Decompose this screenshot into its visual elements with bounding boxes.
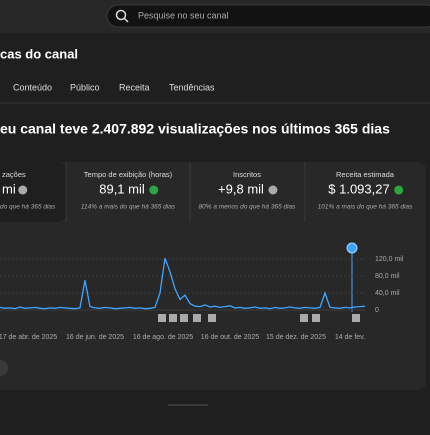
x-tick-label: 17 de abr. de 2025 [0,334,57,341]
metric-value: +9,8 mil [218,181,264,196]
metric-label: Tempo de exibição (horas) [84,170,173,179]
control[interactable] [312,314,320,322]
marker-icon[interactable] [346,242,358,254]
x-tick-label: 14 de fev. [335,334,365,341]
tab[interactable]: Receita [119,82,150,92]
tab[interactable]: Conteúdo [13,82,52,92]
search-icon [115,9,127,21]
metric-change: do que há 365 dias [0,204,56,211]
control[interactable] [300,314,308,322]
trend-icon [394,185,404,195]
trend-icon [18,185,28,195]
scroll-indicator [168,404,208,406]
control[interactable] [180,314,188,322]
metric-value: $ 1.093,27 [328,181,389,196]
control[interactable] [208,314,216,322]
control[interactable] [352,314,360,322]
metric-change: 101% a mais do que há 365 dias [318,204,413,211]
metric-change: 80% a menos do que há 365 dias [199,204,297,211]
y-tick-label: 80,0 mil [375,273,400,280]
metric-label: Receita estimada [336,170,395,179]
metric-change: 114% a mais do que há 365 dias [81,204,176,211]
metric-label: Inscritos [233,170,261,179]
x-tick-label: 15 de dez. de 2025 [266,334,326,341]
x-tick-label: 16 de jun. de 2025 [66,334,124,341]
headline: eu canal teve 2.407.892 visualizações no… [0,121,390,137]
x-tick-label: 16 de out. de 2025 [201,334,259,341]
search-box[interactable] [106,4,430,28]
page-title: cas do canal [0,46,78,61]
tab[interactable]: Público [70,82,100,92]
line [0,257,366,310]
control[interactable] [193,314,201,322]
tab[interactable]: Tendências [169,82,215,92]
x-tick-label: 16 de ago. de 2025 [133,334,193,341]
metric-value: mi [2,181,16,196]
trend-icon [149,185,159,195]
control[interactable] [158,314,166,322]
search-placeholder: Pesquise no seu canal [138,10,229,20]
metric-label: zações [2,170,26,179]
selected-metric[interactable] [0,162,66,222]
y-tick-label: 120,0 mil [375,256,404,263]
y-tick-label: 0 [375,307,379,314]
control[interactable] [169,314,177,322]
metric-value: 89,1 mil [99,181,145,196]
trend-icon [268,185,278,195]
search-icon [123,17,129,23]
timeline-controls [158,314,360,322]
y-tick-label: 40,0 mil [375,290,400,297]
more-button[interactable] [0,360,8,376]
